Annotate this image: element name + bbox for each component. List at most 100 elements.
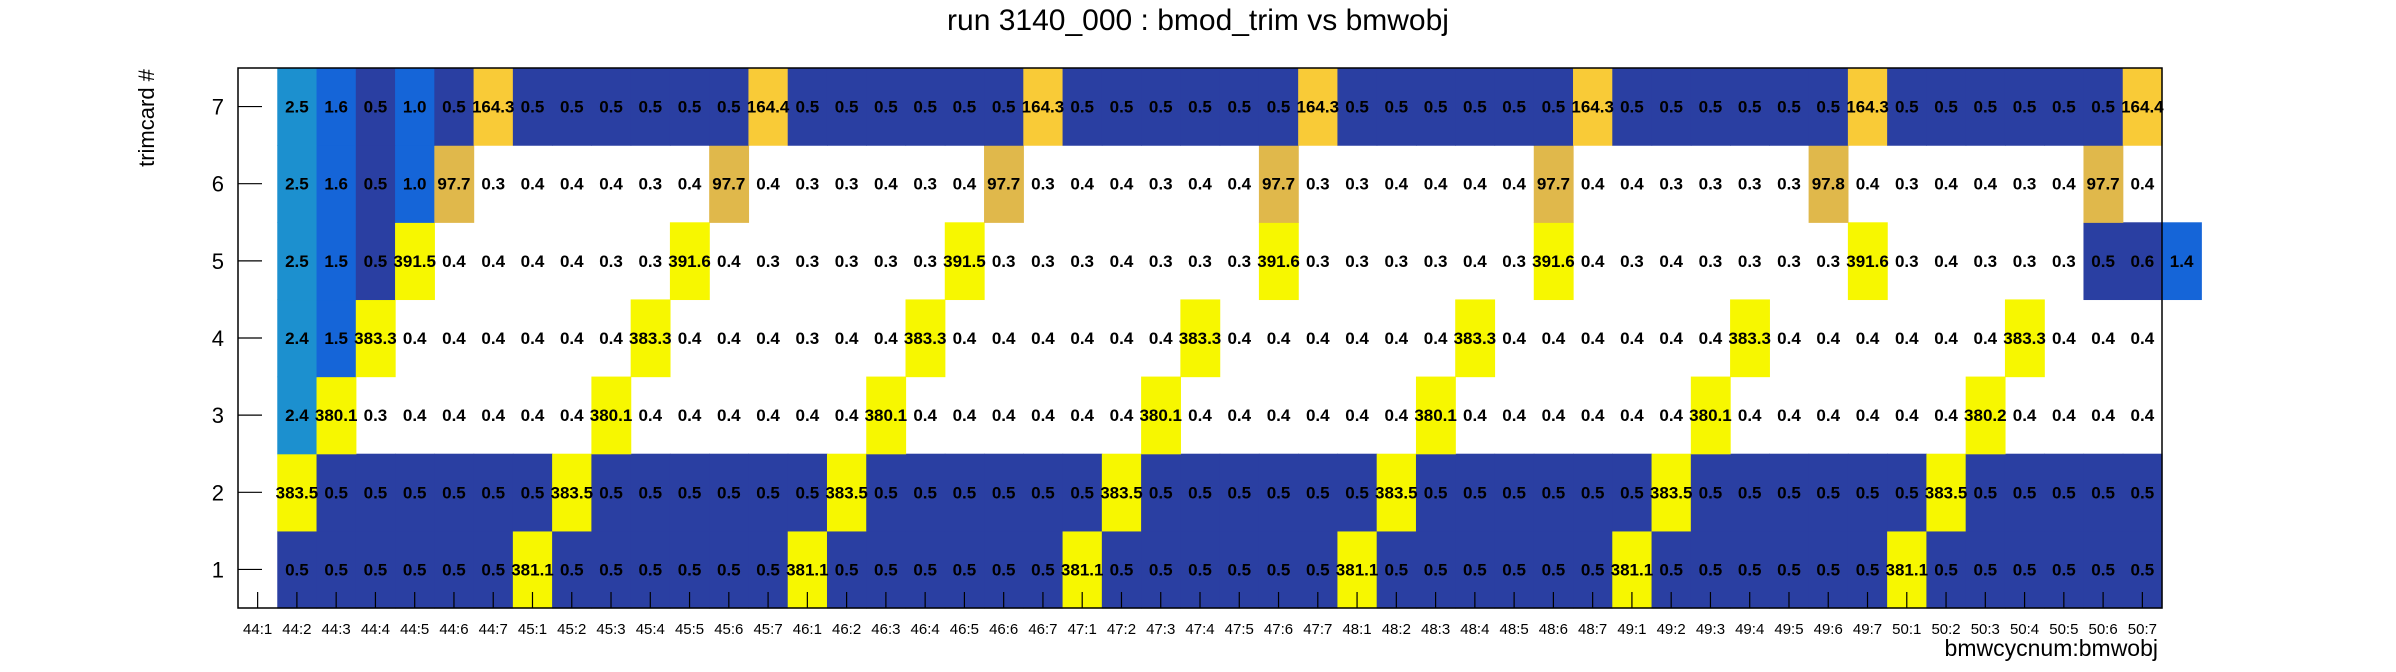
cell-value-label: 0.5: [717, 483, 741, 502]
cell-value-label: 0.5: [1267, 98, 1291, 117]
cell-value-label: 164.3: [1297, 98, 1340, 117]
heatmap-cell: [630, 453, 671, 532]
cell-value-label: 0.4: [1738, 406, 1762, 425]
cell-value-label: 0.5: [717, 560, 741, 579]
cell-value-label: 0.4: [1620, 175, 1644, 194]
cell-value-label: 0.5: [1385, 98, 1409, 117]
cell-value-label: 0.5: [364, 98, 388, 117]
x-tick-label: 48:4: [1460, 621, 1489, 638]
heatmap-cell: [1651, 68, 1692, 146]
cell-value-label: 0.4: [403, 406, 427, 425]
heatmap-cell: [905, 453, 946, 532]
cell-value-label: 0.5: [1777, 483, 1801, 502]
x-tick-label: 49:5: [1774, 621, 1803, 638]
cell-value-label: 0.4: [1227, 175, 1251, 194]
cell-value-label: 391.6: [668, 252, 711, 271]
heatmap-cell: [669, 222, 710, 301]
heatmap-cell: [866, 376, 907, 455]
x-tick-label: 45:3: [596, 621, 625, 638]
heatmap-cell: [1180, 453, 1221, 532]
heatmap-cell: [1965, 453, 2006, 532]
cell-value-label: 0.3: [1777, 252, 1801, 271]
cell-value-label: 0.6: [2131, 252, 2155, 271]
cell-value-label: 0.5: [442, 98, 466, 117]
x-tick-label: 48:6: [1539, 621, 1568, 638]
cell-value-label: 0.4: [1110, 252, 1134, 271]
cell-value-label: 0.5: [1267, 560, 1291, 579]
x-tick-label: 44:3: [322, 621, 351, 638]
heatmap-cell: [512, 453, 553, 532]
cell-value-label: 0.5: [1620, 483, 1644, 502]
cell-value-label: 0.3: [1738, 252, 1762, 271]
cell-value-label: 0.5: [1816, 98, 1840, 117]
cell-value-label: 383.5: [825, 483, 868, 502]
cell-value-label: 0.3: [1385, 252, 1409, 271]
cell-value-label: 0.5: [442, 483, 466, 502]
x-tick-label: 45:1: [518, 621, 547, 638]
cell-value-label: 0.4: [756, 329, 780, 348]
x-tick-label: 46:6: [989, 621, 1018, 638]
cell-value-label: 0.4: [1502, 329, 1526, 348]
x-tick-label: 44:5: [400, 621, 429, 638]
cell-value-label: 0.5: [324, 560, 348, 579]
cell-value-label: 383.5: [1100, 483, 1143, 502]
cell-value-label: 0.4: [678, 406, 702, 425]
heatmap-cell: [395, 68, 435, 146]
heatmap-cell: [1141, 68, 1181, 146]
cell-value-label: 0.3: [1070, 252, 1094, 271]
cell-value-label: 0.3: [1502, 252, 1526, 271]
heatmap-cell: [748, 68, 789, 146]
cell-value-label: 0.4: [1070, 406, 1094, 425]
cell-value-label: 0.4: [1267, 329, 1291, 348]
heatmap-cell: [1926, 68, 1967, 146]
cell-value-label: 0.4: [1620, 329, 1644, 348]
cell-value-label: 0.3: [1699, 175, 1723, 194]
cell-value-label: 0.4: [1542, 329, 1566, 348]
heatmap-cell: [1141, 453, 1181, 532]
cell-value-label: 0.5: [1385, 560, 1409, 579]
x-tick-label: 47:2: [1107, 621, 1136, 638]
cell-value-label: 0.4: [953, 175, 977, 194]
cell-value-label: 0.3: [796, 329, 820, 348]
heatmap-cell: [2122, 453, 2163, 532]
heatmap-cell: [1219, 68, 1260, 146]
cell-value-label: 0.5: [1856, 560, 1880, 579]
heatmap-cell: [944, 453, 985, 532]
cell-value-label: 0.5: [1345, 483, 1369, 502]
cell-value-label: 381.1: [786, 560, 829, 579]
cell-value-label: 0.5: [2091, 252, 2115, 271]
cell-value-label: 0.4: [1777, 329, 1801, 348]
x-tick-label: 47:1: [1068, 621, 1097, 638]
cell-value-label: 0.5: [913, 98, 937, 117]
heatmap-cell: [2122, 68, 2163, 146]
cell-value-label: 0.5: [1502, 483, 1526, 502]
cell-value-label: 0.3: [364, 406, 388, 425]
cell-value-label: 0.3: [835, 175, 859, 194]
cell-value-label: 97.8: [1812, 175, 1845, 194]
cell-value-label: 164.3: [1571, 98, 1614, 117]
cell-value-label: 0.5: [1070, 483, 1094, 502]
x-tick-label: 48:5: [1500, 621, 1529, 638]
cell-value-label: 0.5: [324, 483, 348, 502]
cell-value-label: 0.5: [1227, 560, 1251, 579]
cell-value-label: 0.4: [2091, 329, 2115, 348]
cell-value-label: 0.5: [953, 560, 977, 579]
cell-value-label: 0.3: [992, 252, 1016, 271]
heatmap-cell: [1494, 68, 1535, 146]
cell-value-label: 0.3: [1031, 252, 1055, 271]
cell-value-label: 97.7: [987, 175, 1020, 194]
cell-value-label: 0.5: [638, 98, 662, 117]
cell-value-label: 1.6: [324, 175, 348, 194]
cell-value-label: 0.4: [1502, 406, 1526, 425]
cell-value-label: 0.5: [1738, 560, 1762, 579]
cell-value-label: 0.5: [1816, 560, 1840, 579]
heatmap-cell: [2083, 68, 2124, 146]
heatmap-cell: [669, 453, 710, 532]
x-tick-label: 48:7: [1578, 621, 1607, 638]
y-tick-label: 5: [212, 249, 224, 274]
cell-value-label: 381.1: [1336, 560, 1379, 579]
x-axis: 44:1 44:2 44:3 44:4 44:5 44:6 44:7 45:1 45:2 45:3…: [243, 592, 2157, 638]
cell-value-label: 0.5: [1463, 483, 1487, 502]
cell-value-label: 97.7: [437, 175, 470, 194]
x-tick-label: 44:2: [282, 621, 311, 638]
